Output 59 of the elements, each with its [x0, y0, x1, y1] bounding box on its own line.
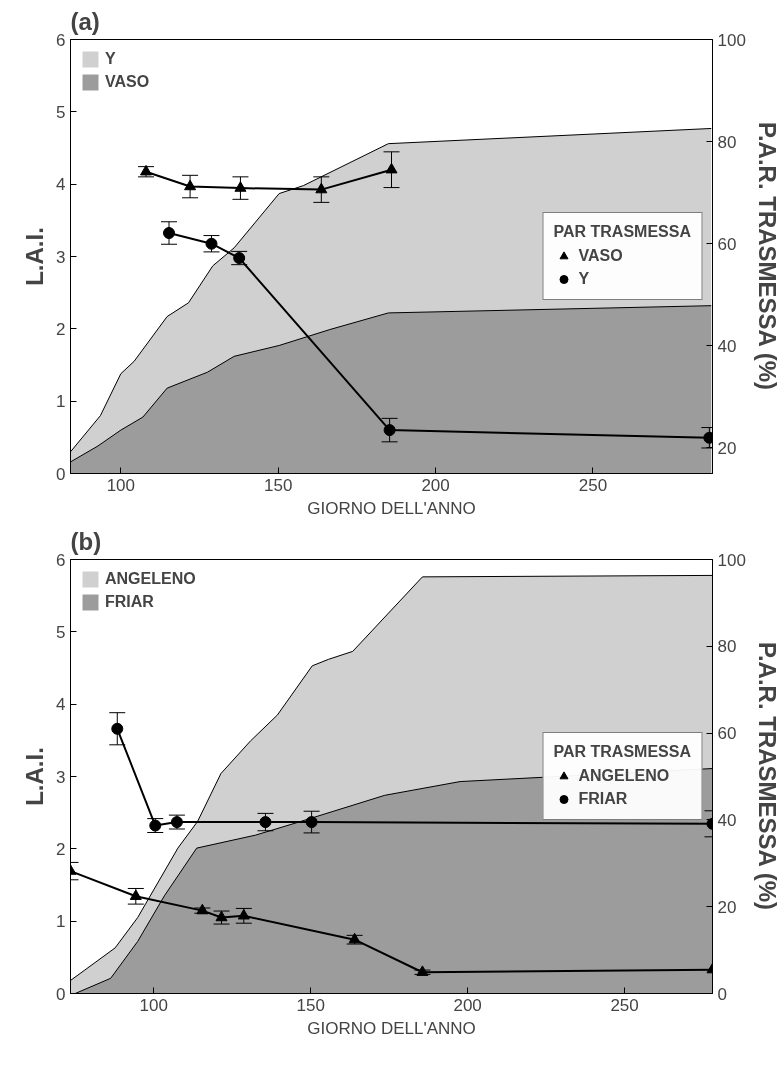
- y-tick-label: 2: [56, 319, 66, 339]
- y2-tick-label: 40: [717, 336, 737, 356]
- legend-label: FRIAR: [578, 790, 628, 808]
- y-tick-label: 6: [56, 30, 66, 50]
- legend-title: PAR TRASMESSA: [553, 743, 691, 761]
- y-tick-label: 1: [56, 912, 66, 932]
- y2-tick-label: 80: [717, 637, 737, 657]
- legend-label: Y: [578, 270, 591, 288]
- y2-tick-label: 0: [717, 984, 727, 1004]
- y-tick-label: 0: [56, 464, 66, 484]
- point: [234, 181, 247, 192]
- legend-label: ANGELENO: [578, 767, 670, 785]
- x-axis-title: GIORNO DELL'ANNO: [307, 1018, 476, 1038]
- y-tick-label: 4: [56, 175, 66, 195]
- point: [305, 816, 318, 829]
- x-tick-label: 200: [421, 475, 450, 495]
- x-tick-label: 200: [453, 995, 482, 1015]
- x-tick-label: 100: [106, 475, 136, 495]
- x-tick-label: 150: [264, 475, 293, 495]
- y2-tick-label: 20: [717, 438, 737, 458]
- legend-label: FRIAR: [105, 593, 154, 611]
- y-tick-label: 6: [56, 550, 66, 570]
- y-tick-label: 1: [56, 392, 66, 412]
- y-axis-title: L.A.I.: [21, 227, 49, 286]
- x-tick-label: 250: [610, 995, 639, 1015]
- y2-tick-label: 100: [717, 550, 746, 570]
- legend-label: Y: [105, 50, 117, 68]
- y2-tick-label: 60: [717, 234, 737, 254]
- y2-axis-title: P.A.R. TRASMESSA (%): [753, 642, 781, 911]
- y-tick-label: 0: [56, 984, 66, 1004]
- legend-label: ANGELENO: [105, 570, 196, 588]
- y-tick-label: 4: [56, 695, 66, 715]
- y2-tick-label: 60: [717, 724, 737, 744]
- point: [111, 722, 124, 735]
- y-tick-label: 5: [56, 102, 66, 122]
- y2-tick-label: 80: [717, 132, 737, 152]
- y2-tick-label: 20: [717, 897, 737, 917]
- y2-axis-title: P.A.R. TRASMESSA (%): [753, 122, 781, 391]
- y-tick-label: 5: [56, 622, 66, 642]
- point: [259, 816, 272, 829]
- y2-tick-label: 40: [717, 810, 737, 830]
- x-tick-label: 250: [578, 475, 608, 495]
- point: [383, 424, 396, 437]
- y-axis-title: L.A.I.: [21, 747, 49, 806]
- y-tick-label: 3: [56, 247, 66, 267]
- legend-title: PAR TRASMESSA: [553, 223, 691, 241]
- legend-label: VASO: [105, 73, 150, 91]
- x-tick-label: 150: [296, 995, 325, 1015]
- y2-tick-label: 100: [717, 30, 746, 50]
- x-axis-title: GIORNO DELL'ANNO: [307, 498, 476, 518]
- x-tick-label: 100: [139, 995, 168, 1015]
- y-tick-label: 3: [56, 767, 66, 787]
- point: [237, 908, 250, 920]
- point: [385, 162, 398, 174]
- y-tick-label: 2: [56, 839, 66, 859]
- point: [129, 889, 142, 900]
- legend-label: VASO: [578, 247, 623, 265]
- chart-title: (a): [70, 7, 100, 35]
- chart-title: (b): [70, 527, 102, 555]
